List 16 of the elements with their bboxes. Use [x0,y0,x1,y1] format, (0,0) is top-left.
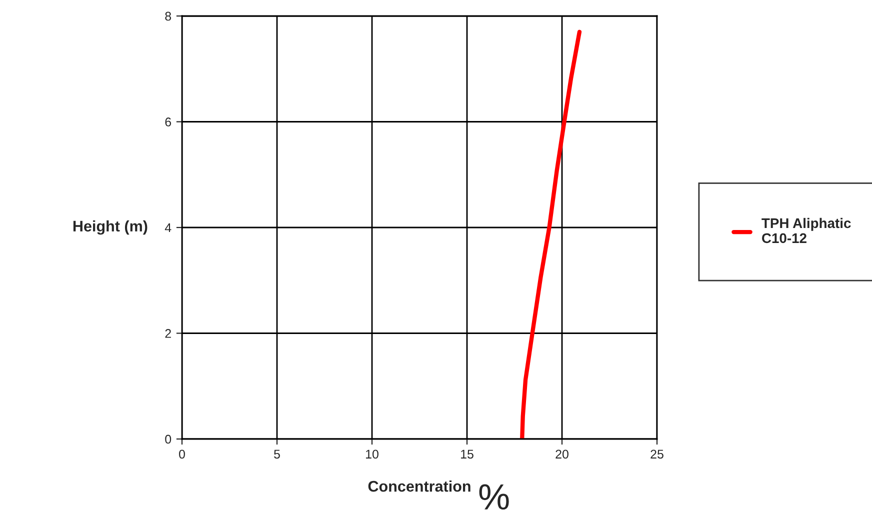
y-tick-label: 2 [165,329,171,338]
x-tick-label: 20 [556,450,568,459]
y-axis-title: Height (m) [73,220,148,235]
x-tick-label: 0 [179,450,185,459]
y-tick-label: 4 [164,223,172,232]
x-tick-label: 10 [366,450,378,459]
line-series [520,30,582,439]
x-tick-label: 15 [461,450,474,459]
y-tick-label: 0 [165,434,172,444]
x-axis-title: Concentration [368,480,470,492]
text: % [479,484,509,510]
legend-label: TPH Aliphatic C10-12 [762,218,851,244]
x-tick-label: 25 [650,450,664,459]
y-tick-label: 6 [165,118,172,126]
y-tick-label: 8 [165,12,172,21]
x-tick-label: 5 [274,450,280,459]
